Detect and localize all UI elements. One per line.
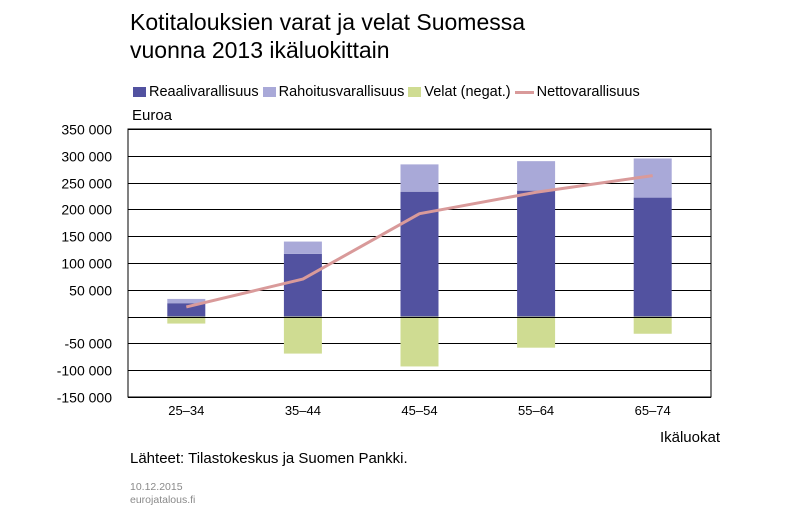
legend-swatch-rahoitus <box>262 87 276 97</box>
footer-date: 10.12.2015 <box>130 481 183 493</box>
y-tick-label: 100 000 <box>61 256 112 272</box>
chart-legend: Reaalivarallisuus Rahoitusvarallisuus Ve… <box>133 83 644 101</box>
footer: 10.12.2015 eurojatalous.fi <box>130 481 195 507</box>
y-tick-label: -150 000 <box>57 390 112 406</box>
bar-reaalivarallisuus <box>517 190 556 317</box>
x-tick-label: 25–34 <box>168 403 204 418</box>
legend-label-rahoitus: Rahoitusvarallisuus <box>278 84 405 100</box>
bar-rahoitusvarallisuus <box>283 241 322 254</box>
x-tick-label: 65–74 <box>635 403 671 418</box>
source-note: Lähteet: Tilastokeskus ja Suomen Pankki. <box>130 450 408 467</box>
bar-velat <box>400 316 439 367</box>
bar-rahoitusvarallisuus <box>167 298 206 304</box>
legend-swatch-netto <box>514 90 534 94</box>
x-tick-label: 55–64 <box>518 403 554 418</box>
bar-reaalivarallisuus <box>633 197 672 317</box>
y-tick-label: 200 000 <box>61 202 112 218</box>
y-tick-label: -100 000 <box>57 363 112 379</box>
chart-title: Kotitalouksien varat ja velat Suomessa v… <box>130 8 730 64</box>
bar-velat <box>283 316 322 354</box>
legend-item-rahoitus: Rahoitusvarallisuus <box>262 84 405 100</box>
legend-label-reaali: Reaalivarallisuus <box>149 84 259 100</box>
y-tick-label: -50 000 <box>65 336 113 352</box>
bar-reaalivarallisuus <box>283 253 322 317</box>
bar-velat <box>167 316 206 324</box>
line-nettovarallisuus <box>185 174 653 309</box>
legend-swatch-reaali <box>133 87 146 97</box>
bar-velat <box>517 316 556 348</box>
y-tick-label: 250 000 <box>61 176 112 192</box>
legend-label-velat: Velat (negat.) <box>424 84 511 100</box>
chart-title-line2: vuonna 2013 ikäluokittain <box>130 37 390 63</box>
bar-velat <box>633 316 672 334</box>
x-tick-label: 45–54 <box>401 403 437 418</box>
legend-swatch-velat <box>408 87 422 97</box>
bar-rahoitusvarallisuus <box>400 164 439 192</box>
bar-rahoitusvarallisuus <box>517 161 556 191</box>
y-tick-label: 50 000 <box>69 283 112 299</box>
x-axis-label: Ikäluokat <box>659 429 720 446</box>
legend-item-velat: Velat (negat.) <box>408 84 511 100</box>
y-tick-label: 300 000 <box>61 149 112 165</box>
bar-reaalivarallisuus <box>167 303 206 317</box>
legend-label-netto: Nettovarallisuus <box>536 84 640 100</box>
footer-site: eurojatalous.fi <box>130 494 196 506</box>
legend-item-reaali: Reaalivarallisuus <box>133 84 259 100</box>
y-tick-label: 350 000 <box>61 122 112 138</box>
x-tick-label: 35–44 <box>285 403 321 418</box>
y-axis-unit-label: Euroa <box>132 107 173 124</box>
legend-item-netto: Nettovarallisuus <box>514 84 640 100</box>
chart-title-line1: Kotitalouksien varat ja velat Suomessa <box>130 9 526 35</box>
y-tick-label: 150 000 <box>61 229 112 245</box>
